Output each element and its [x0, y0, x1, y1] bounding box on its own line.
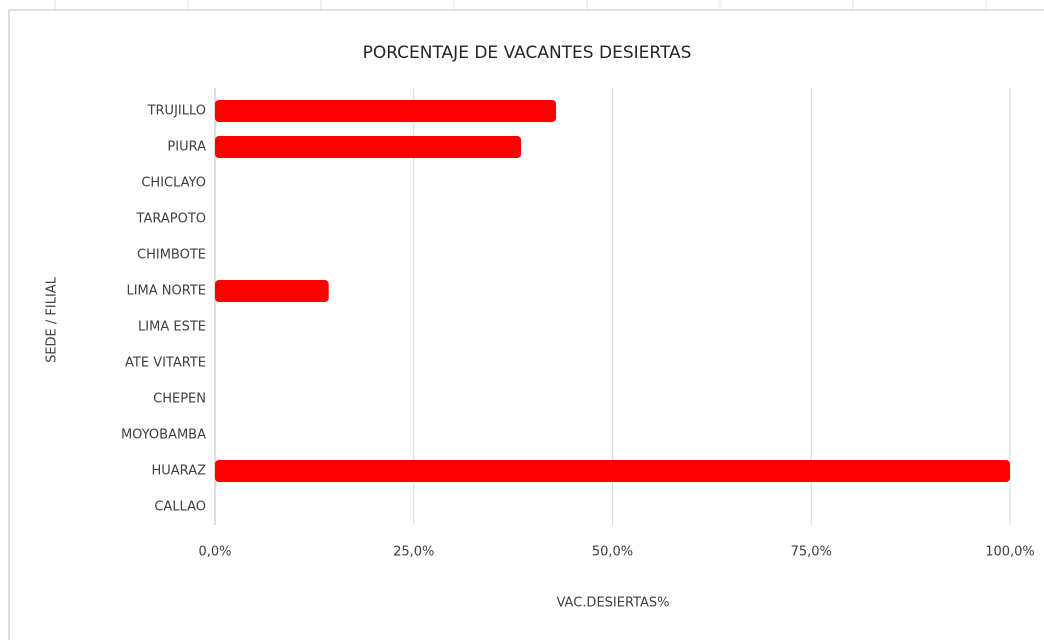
x-tick-label: 100,0% — [985, 545, 1035, 560]
y-tick-label: TRUJILLO — [147, 104, 206, 119]
y-tick-label: LIMA NORTE — [126, 284, 206, 299]
y-tick-label: CALLAO — [154, 500, 206, 515]
sheet-grid — [54, 0, 987, 10]
y-tick-label: CHICLAYO — [141, 176, 206, 191]
chart-title: PORCENTAJE DE VACANTES DESIERTAS — [363, 43, 692, 63]
x-tick-label: 25,0% — [393, 545, 434, 560]
x-tick-label: 50,0% — [592, 545, 633, 560]
y-tick-label: CHIMBOTE — [137, 248, 206, 263]
bar — [215, 136, 522, 158]
bar — [215, 100, 557, 122]
y-tick-label: TARAPOTO — [136, 212, 206, 227]
y-tick-label: ATE VITARTE — [125, 356, 206, 371]
x-tick-label: 0,0% — [198, 545, 231, 560]
y-tick-label: MOYOBAMBA — [121, 428, 206, 443]
y-tick-label: HUARAZ — [152, 464, 207, 479]
y-tick-label: CHEPEN — [153, 392, 206, 407]
y-tick-label: PIURA — [167, 140, 206, 155]
y-tick-label: LIMA ESTE — [138, 320, 206, 335]
bar — [215, 460, 1010, 482]
y-axis-title: SEDE / FILIAL — [45, 276, 60, 363]
bar — [215, 280, 329, 302]
x-axis-title: VAC.DESIERTAS% — [557, 596, 670, 611]
x-tick-label: 75,0% — [791, 545, 832, 560]
